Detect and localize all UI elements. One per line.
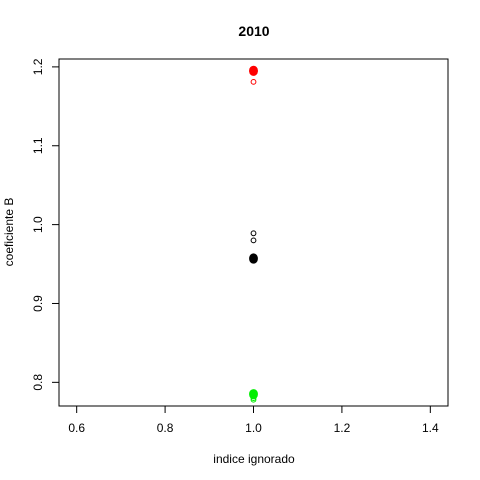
x-axis-label: indice ignorado (213, 452, 295, 466)
data-point-black-open (250, 237, 257, 244)
data-point-black (249, 255, 258, 264)
data-point-green-open (250, 396, 257, 403)
y-axis: 0.8 0.9 1.0 1.1 1.2 (31, 58, 59, 391)
x-axis: 0.6 0.8 1.0 1.2 1.4 (68, 406, 439, 435)
y-tick-label: 0.9 (31, 295, 45, 312)
y-tick-label: 1.0 (31, 216, 45, 233)
y-axis-label: coeficiente B (2, 198, 16, 267)
x-tick-label: 1.0 (245, 421, 262, 435)
plot-area-border (58, 58, 449, 407)
y-tick-label: 1.1 (31, 137, 45, 154)
data-points (249, 65, 258, 403)
x-tick-label: 0.6 (68, 421, 85, 435)
data-point-red (249, 67, 258, 76)
x-tick-label: 1.4 (422, 421, 439, 435)
x-tick-label: 0.8 (157, 421, 174, 435)
data-point-red-open (250, 78, 257, 85)
data-point-black-open (250, 230, 257, 237)
y-tick-label: 1.2 (31, 58, 45, 75)
x-tick-label: 1.2 (334, 421, 351, 435)
y-tick-label: 0.8 (31, 374, 45, 391)
chart-title: 2010 (238, 23, 269, 39)
